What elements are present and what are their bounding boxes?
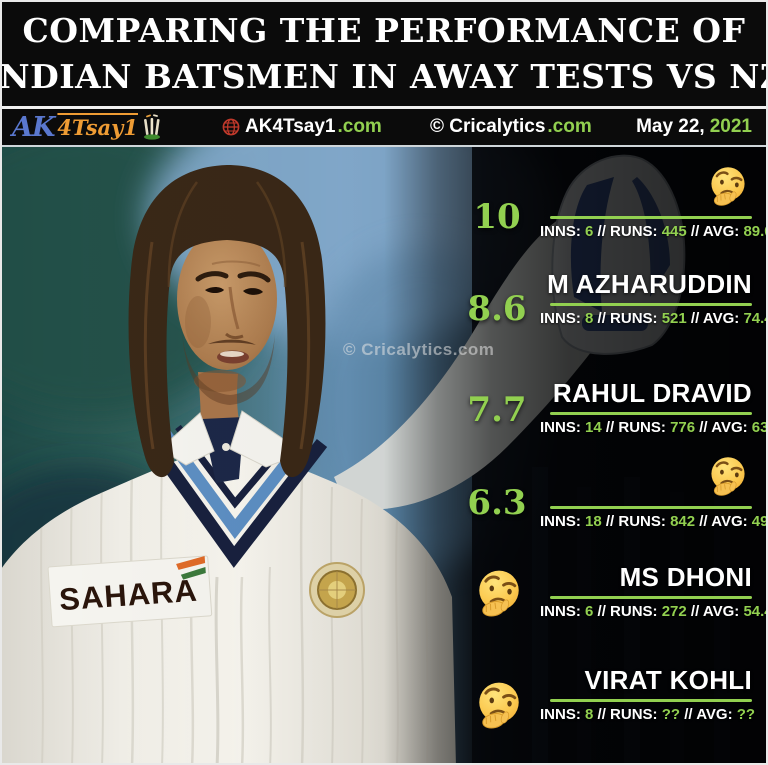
- thinking-emoji: [708, 165, 748, 207]
- player-row: INNS: 18 // RUNS: 842 // AVG: 49.5: [540, 455, 766, 530]
- globe-icon: [222, 118, 240, 136]
- underline: [550, 412, 752, 415]
- player-name: MS DHONI: [619, 562, 752, 592]
- player-row: VIRAT KOHLI INNS: 8 // RUNS: ?? // AVG: …: [540, 664, 756, 723]
- player-rating: 10: [473, 197, 521, 237]
- underline: [550, 216, 752, 219]
- logo-ak-text: AK: [12, 111, 55, 143]
- player-name: M AZHARUDDIN: [547, 269, 752, 299]
- player-row: INNS: 6 // RUNS: 445 // AVG: 89.0: [540, 165, 766, 240]
- title-block: COMPARING THE PERFORMANCE OF INDIAN BATS…: [2, 2, 766, 106]
- player-rating: 8.6: [467, 289, 527, 329]
- site-name: © Cricalytics: [430, 116, 546, 137]
- player-row: MS DHONI INNS: 6 // RUNS: 272 // AVG: 54…: [540, 561, 766, 620]
- underline: [550, 303, 752, 306]
- brand-bar: AK 4Tsay1 AK4Tsay1 .com © Cricalytic: [2, 109, 766, 145]
- logo-rest-text: 4Tsay1: [57, 114, 138, 140]
- watermark: © Cricalytics.com: [343, 340, 495, 359]
- underline: [550, 506, 752, 509]
- thinking-emoji: [475, 680, 523, 730]
- batsman-photo-illustration: SAHARA: [2, 147, 766, 763]
- site-url-secondary: © Cricalytics .com: [430, 109, 592, 145]
- date-day: May 22,: [636, 116, 705, 137]
- title-line-2: INDIAN BATSMEN IN AWAY TESTS VS NZ: [0, 57, 768, 96]
- player-name: RAHUL DRAVID: [552, 378, 752, 408]
- title-line-1: COMPARING THE PERFORMANCE OF: [22, 11, 746, 50]
- cricket-stumps-icon: [143, 114, 160, 140]
- title-separator: [2, 106, 766, 109]
- thinking-emoji: [708, 455, 748, 497]
- photo-area: SAHARA: [2, 147, 766, 763]
- date-year: 2021: [709, 116, 752, 137]
- player-name: VIRAT KOHLI: [584, 665, 752, 695]
- publish-date: May 22, 2021: [636, 109, 752, 145]
- player-stats: INNS: 8 // RUNS: 521 // AVG: 74.4: [540, 310, 766, 327]
- thinking-emoji: [475, 568, 523, 618]
- site-url-primary: AK4Tsay1 .com: [222, 109, 382, 145]
- player-stats: INNS: 8 // RUNS: ?? // AVG: ??: [540, 706, 756, 723]
- underline: [550, 699, 752, 702]
- player-stats: INNS: 6 // RUNS: 272 // AVG: 54.4: [540, 603, 766, 620]
- player-stats: INNS: 14 // RUNS: 776 // AVG: 63.8: [540, 419, 766, 436]
- site-tld: .com: [547, 116, 592, 137]
- player-row: M AZHARUDDIN INNS: 8 // RUNS: 521 // AVG…: [540, 268, 766, 327]
- site-logo: AK 4Tsay1: [12, 109, 161, 145]
- player-row: RAHUL DRAVID INNS: 14 // RUNS: 776 // AV…: [540, 377, 766, 436]
- player-stats: INNS: 18 // RUNS: 842 // AVG: 49.5: [540, 513, 766, 530]
- player-stats: INNS: 6 // RUNS: 445 // AVG: 89.0: [540, 223, 766, 240]
- site-name: AK4Tsay1: [245, 116, 336, 137]
- site-tld: .com: [337, 116, 382, 137]
- player-rating: 7.7: [467, 390, 527, 430]
- underline: [550, 596, 752, 599]
- brand-separator: [2, 145, 766, 147]
- player-rating: 6.3: [467, 483, 527, 523]
